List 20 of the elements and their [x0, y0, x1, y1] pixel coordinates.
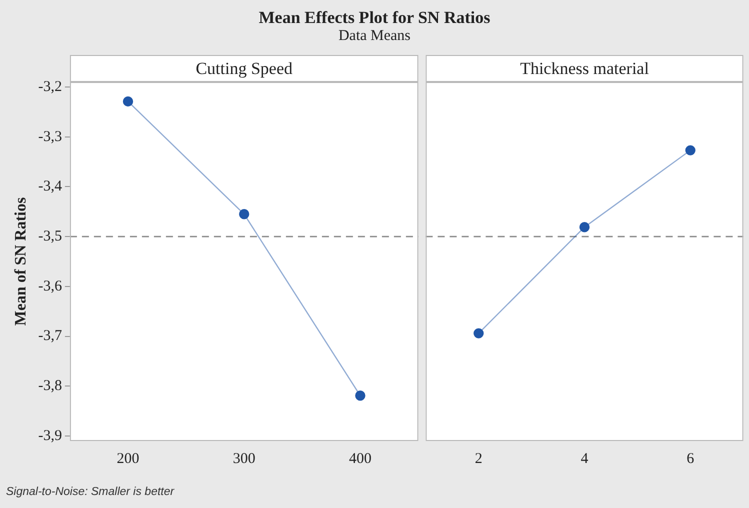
- x-tick-label: 4: [580, 450, 589, 467]
- y-tick-label: -3,5: [38, 228, 62, 245]
- x-tick-label: 2: [474, 450, 482, 467]
- x-tick-label: 6: [686, 450, 695, 467]
- y-tick-label: -3,7: [38, 328, 62, 344]
- y-tick-label: -3,4: [38, 178, 62, 195]
- y-tick-label: -3,9: [38, 428, 62, 444]
- text: Mean Effects Plot for SN Ratios: [258, 8, 492, 28]
- y-axis-title: Mean of SN Ratios: [12, 197, 30, 326]
- x-tick-label: 400: [348, 450, 372, 467]
- y-tick-label: -3,2: [38, 78, 62, 95]
- text: Data Means: [337, 28, 412, 45]
- y-tick-label: -3,6: [38, 278, 62, 294]
- chart-title: Cutting Speed: [196, 58, 294, 78]
- x-tick-label: 300: [232, 450, 256, 467]
- text: Signal-to-Noise: Smaller is better: [6, 486, 174, 498]
- y-tick-label: -3,8: [38, 378, 62, 394]
- chart-title: Thickness material: [520, 58, 650, 78]
- y-tick-label: -3,3: [38, 128, 62, 145]
- x-tick-label: 200: [116, 450, 140, 467]
